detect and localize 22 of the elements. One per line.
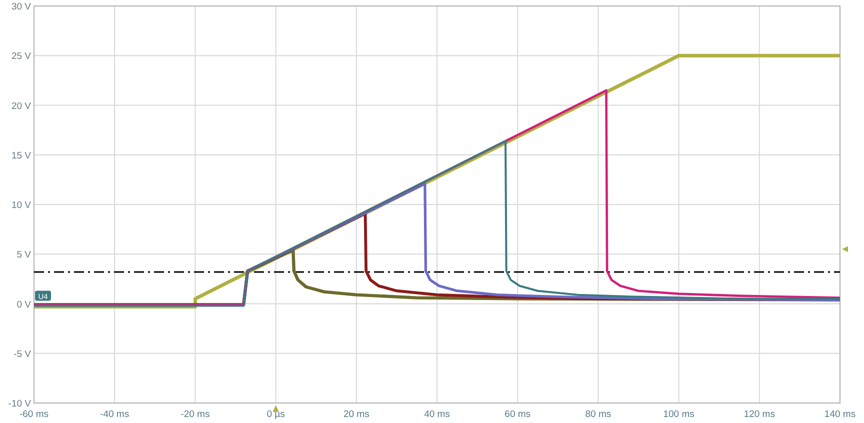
y-tick-label: 5 V <box>16 250 32 261</box>
x-tick-label: 0 µs <box>266 409 286 420</box>
y-tick-label: 30 V <box>11 2 32 12</box>
y-tick-label: 20 V <box>11 100 32 112</box>
x-tick-label: 20 ms <box>343 409 370 420</box>
line-series <box>33 140 841 307</box>
x-tick-label: -60 ms <box>19 409 49 420</box>
y-tick-label: -5 V <box>14 348 32 360</box>
x-tick-label: -40 ms <box>100 409 130 420</box>
y-tick-label: 0 V <box>16 299 32 310</box>
x-tick-label: 80 ms <box>585 409 612 420</box>
x-tick-label: -20 ms <box>180 409 210 420</box>
y-tick-label: 10 V <box>11 200 32 211</box>
y-tick-label: 25 V <box>11 51 32 62</box>
line-series <box>32 89 842 306</box>
x-tick-label: 140 ms <box>824 409 856 420</box>
y-tick-label: 15 V <box>11 150 32 162</box>
x-tick-label: 120 ms <box>744 409 776 420</box>
x-tick-label: 40 ms <box>424 409 450 420</box>
y-tick-label: -10 V <box>8 398 32 410</box>
x-tick-label: 60 ms <box>504 409 531 420</box>
x-tick-label: 100 ms <box>663 409 695 420</box>
